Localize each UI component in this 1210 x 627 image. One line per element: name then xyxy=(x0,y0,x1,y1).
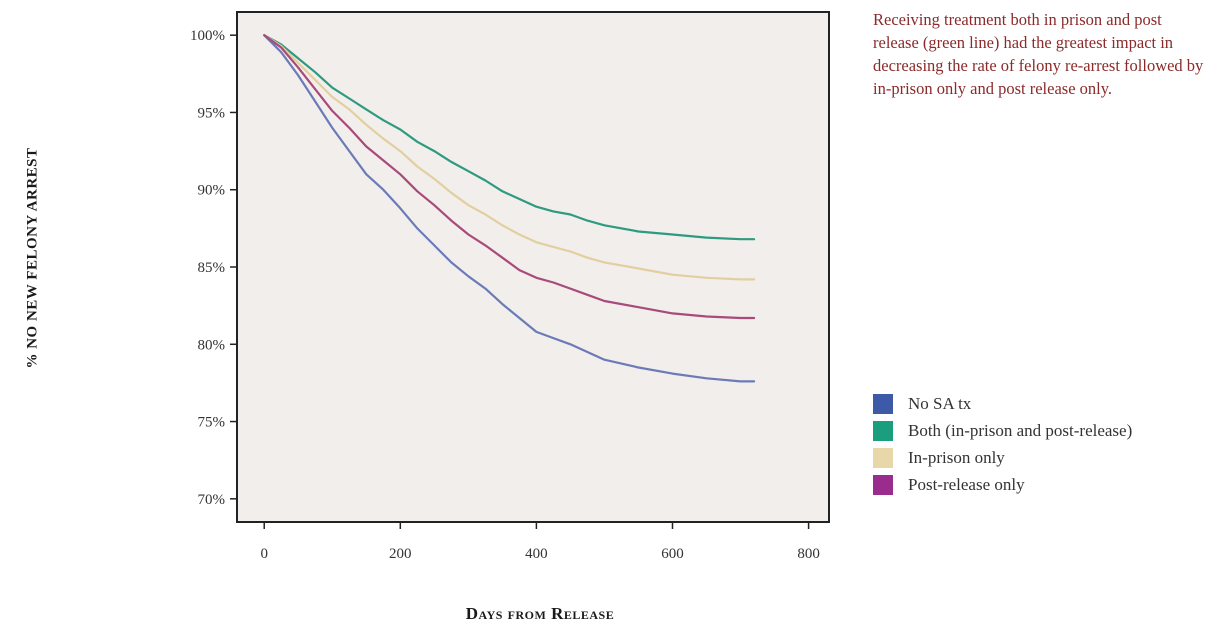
y-tick-label: 75% xyxy=(198,415,226,431)
legend-swatch-both xyxy=(873,421,893,441)
axis-layer: 0 200 400 600 800 100% 95% 90% 85% 80% 75% 70% xyxy=(190,28,820,562)
series-line-in-prison-only xyxy=(263,34,756,281)
series-layer xyxy=(263,34,756,383)
x-tick-label: 200 xyxy=(389,546,412,562)
legend: No SA tx Both (in-prison and post-releas… xyxy=(873,394,1132,502)
x-axis-label: Days from Release xyxy=(465,604,615,623)
legend-item-both: Both (in-prison and post-release) xyxy=(873,421,1132,441)
x-tick-label: 0 xyxy=(260,546,268,562)
y-tick-label: 80% xyxy=(198,337,226,353)
annotation-text: Receiving treatment both in prison and p… xyxy=(873,10,1204,98)
series-line-both-in-prison-and-post-release xyxy=(263,34,756,241)
y-tick-label: 100% xyxy=(190,28,225,44)
legend-swatch-in-prison-only xyxy=(873,448,893,468)
legend-swatch-no-sa-tx xyxy=(873,394,893,414)
y-tick-label: 70% xyxy=(198,492,226,508)
x-tick-label: 600 xyxy=(661,546,684,562)
legend-item-post-release-only: Post-release only xyxy=(873,475,1132,495)
legend-label-both: Both (in-prison and post-release) xyxy=(908,421,1133,440)
legend-label-in-prison-only: In-prison only xyxy=(908,448,1005,467)
series-line-no-sa-tx xyxy=(263,34,756,383)
series-line-post-release-only xyxy=(263,34,756,320)
legend-item-no-sa-tx: No SA tx xyxy=(873,394,1132,414)
x-tick-label: 800 xyxy=(797,546,820,562)
x-tick-label: 400 xyxy=(525,546,548,562)
y-axis-label: % NO NEW FELONY ARREST xyxy=(24,147,41,369)
plot-area xyxy=(236,11,830,523)
legend-item-in-prison-only: In-prison only xyxy=(873,448,1132,468)
y-tick-label: 90% xyxy=(198,183,226,199)
y-tick-label: 95% xyxy=(198,105,226,121)
legend-label-no-sa-tx: No SA tx xyxy=(908,394,972,413)
y-tick-label: 85% xyxy=(198,260,226,276)
legend-swatch-post-release-only xyxy=(873,475,893,495)
legend-label-post-release-only: Post-release only xyxy=(908,475,1025,494)
y-axis-label-container: % NO NEW FELONY ARREST xyxy=(18,0,48,627)
